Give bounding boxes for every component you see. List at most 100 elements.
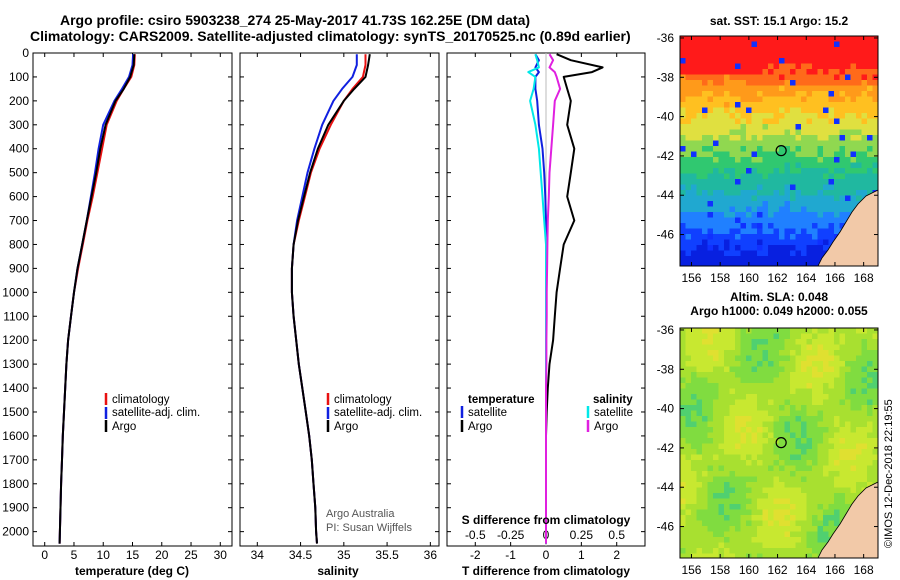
map-cell [696, 261, 703, 266]
map-cell [680, 206, 686, 213]
map-cell [834, 184, 840, 191]
map-cell [751, 471, 758, 477]
map-cell [768, 217, 774, 224]
map-cell [795, 487, 802, 494]
map-cell [691, 91, 697, 97]
map-cell [768, 366, 774, 373]
map-cell [757, 261, 763, 266]
lat-tick-label: -46 [657, 228, 675, 242]
map-cell [828, 394, 835, 400]
map-cell [685, 129, 692, 136]
map-cell [768, 146, 774, 152]
map-cell [801, 74, 807, 81]
map-cell [757, 96, 763, 103]
map-cell [746, 366, 752, 373]
map-cell [779, 421, 785, 428]
map-cell [685, 102, 692, 108]
map-cell [845, 350, 851, 356]
map-cell [834, 52, 840, 59]
map-cell [817, 124, 824, 130]
map-cell [707, 261, 714, 266]
map-cell [768, 493, 774, 499]
map-cell [817, 69, 824, 75]
map-cell [735, 129, 741, 136]
map-cell [850, 416, 857, 422]
map-cell [740, 542, 747, 549]
map-cell [795, 190, 802, 196]
map-cell [702, 113, 708, 119]
map-cell [773, 206, 780, 213]
map-cell [751, 405, 758, 411]
map-cell [812, 372, 818, 378]
map-cell [751, 107, 758, 114]
sst-land-new-zealand [817, 189, 878, 266]
map-cell [713, 328, 719, 334]
map-cell [691, 228, 697, 235]
map-cell [718, 476, 725, 483]
legend-satellite-label: satellite-adj. clim. [112, 407, 200, 419]
map-cell [762, 333, 769, 340]
map-cell [867, 124, 873, 130]
map-cell [779, 471, 785, 477]
map-cell [768, 405, 774, 411]
map-cell [724, 328, 730, 334]
map-cell [740, 85, 747, 92]
map-cell [867, 52, 873, 59]
map-cell [845, 504, 851, 510]
map-cell [713, 47, 719, 53]
map-cell [762, 261, 769, 266]
map-cell [702, 179, 708, 185]
map-cell [718, 228, 725, 235]
map-cell [757, 383, 763, 389]
map-cell [702, 520, 708, 527]
map-cell [740, 471, 747, 477]
map-cell [817, 58, 824, 64]
map-cell [713, 190, 719, 196]
map-cell [740, 261, 747, 266]
map-cell [784, 366, 791, 373]
map-cell [812, 454, 818, 461]
map-cell [718, 261, 725, 266]
map-cell [817, 184, 824, 191]
map-cell [801, 377, 807, 384]
map-cell [823, 206, 829, 213]
map-cell [696, 173, 703, 180]
map-cell [680, 504, 686, 510]
map-cell [746, 173, 752, 180]
map-cell [724, 69, 730, 75]
map-cell [751, 157, 758, 163]
map-cell [718, 421, 725, 428]
map-cell [685, 69, 692, 75]
map-cell [751, 58, 758, 64]
map-cell [718, 151, 725, 158]
map-cell [795, 509, 802, 516]
map-cell [691, 47, 697, 53]
map-cell [768, 184, 774, 191]
map-cell [828, 504, 835, 510]
map-cell [790, 509, 796, 516]
map-cell [806, 509, 813, 516]
map-cell [845, 212, 851, 218]
map-cell [685, 201, 692, 207]
map-cell [779, 487, 785, 494]
map-cell [773, 361, 780, 367]
map-cell [757, 36, 763, 42]
map-cell [746, 228, 752, 235]
map-cell [740, 537, 747, 543]
map-cell [680, 113, 686, 119]
x-tick-label: 0 [41, 548, 48, 562]
map-cell [680, 146, 686, 152]
map-cell [746, 476, 752, 483]
map-cell [801, 96, 807, 103]
map-cell [784, 80, 791, 86]
map-cell [768, 350, 774, 356]
map-cell [806, 482, 813, 488]
map-cell [680, 107, 686, 114]
map-cell [707, 388, 714, 395]
map-cell [729, 190, 736, 196]
map-cell [834, 416, 840, 422]
map-cell [801, 261, 807, 266]
map-cell [740, 190, 747, 196]
map-cell [757, 118, 763, 125]
map-cell [828, 47, 835, 53]
